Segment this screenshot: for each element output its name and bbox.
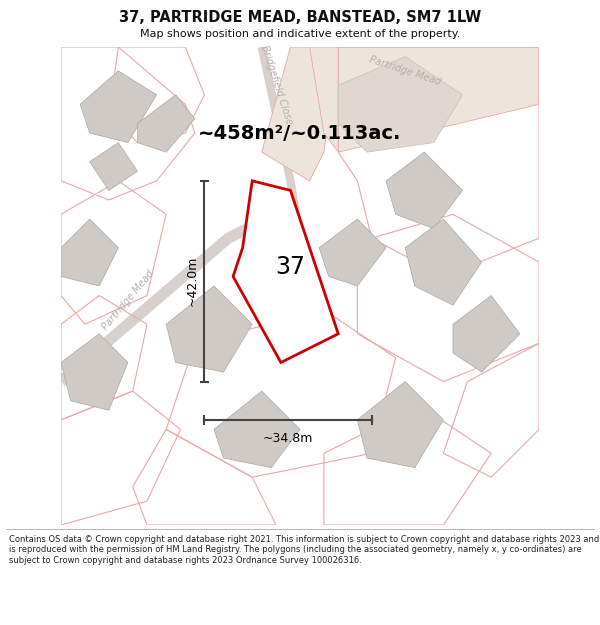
Polygon shape bbox=[405, 219, 482, 305]
Polygon shape bbox=[233, 181, 338, 362]
Polygon shape bbox=[137, 95, 195, 152]
Polygon shape bbox=[214, 391, 300, 468]
Polygon shape bbox=[338, 56, 463, 152]
Polygon shape bbox=[319, 219, 386, 286]
Text: 37: 37 bbox=[275, 255, 305, 279]
Polygon shape bbox=[61, 334, 128, 410]
Text: Partridge Mead: Partridge Mead bbox=[368, 54, 442, 88]
Text: Bridgefield Close: Bridgefield Close bbox=[259, 44, 293, 126]
Polygon shape bbox=[453, 296, 520, 372]
Text: Partridge Mead: Partridge Mead bbox=[100, 269, 156, 332]
Text: ~34.8m: ~34.8m bbox=[263, 432, 313, 445]
Polygon shape bbox=[386, 152, 463, 229]
Polygon shape bbox=[61, 219, 118, 286]
Polygon shape bbox=[166, 286, 252, 372]
Text: 37, PARTRIDGE MEAD, BANSTEAD, SM7 1LW: 37, PARTRIDGE MEAD, BANSTEAD, SM7 1LW bbox=[119, 11, 481, 26]
Text: Contains OS data © Crown copyright and database right 2021. This information is : Contains OS data © Crown copyright and d… bbox=[9, 535, 599, 565]
Text: ~42.0m: ~42.0m bbox=[185, 256, 199, 306]
Polygon shape bbox=[262, 47, 338, 181]
Polygon shape bbox=[358, 382, 443, 468]
Polygon shape bbox=[310, 47, 539, 152]
Text: ~458m²/~0.113ac.: ~458m²/~0.113ac. bbox=[199, 124, 401, 142]
Text: Map shows position and indicative extent of the property.: Map shows position and indicative extent… bbox=[140, 29, 460, 39]
Polygon shape bbox=[80, 71, 157, 142]
Polygon shape bbox=[89, 142, 137, 191]
